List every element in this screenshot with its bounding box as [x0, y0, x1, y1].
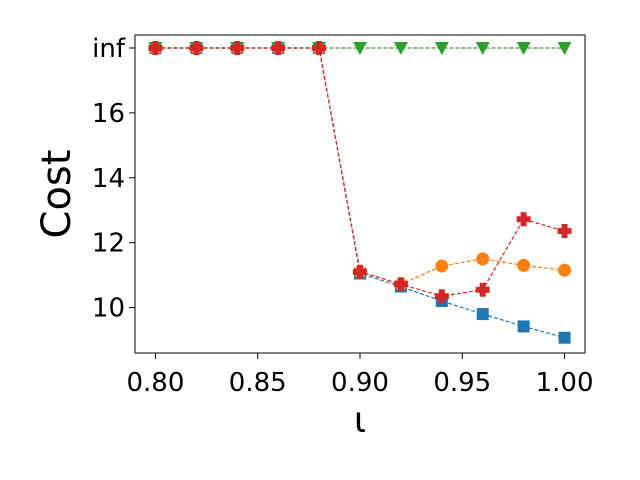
y-axis-title: Cost: [34, 150, 80, 239]
x-tick-label: 1.00: [536, 368, 594, 398]
series-line: [155, 47, 565, 297]
series-layer: [148, 40, 572, 344]
x-tick-label: 0.90: [331, 368, 389, 398]
series-plus: [148, 40, 572, 304]
series-square: [149, 41, 571, 344]
data-point-square: [476, 308, 489, 321]
series-circle: [148, 41, 572, 291]
plot-frame: [134, 34, 586, 354]
y-tick-label: 16: [92, 99, 125, 129]
data-point-plus: [516, 212, 531, 227]
data-point-plus: [189, 40, 204, 55]
data-point-triangle-down: [557, 41, 572, 55]
data-point-plus: [148, 40, 163, 55]
data-point-plus: [475, 282, 490, 297]
data-point-square: [517, 320, 530, 333]
y-tick-label: 12: [92, 229, 125, 259]
series-line: [155, 47, 565, 285]
data-point-circle: [517, 258, 531, 272]
y-tick-label: 10: [92, 294, 125, 324]
data-point-triangle-down: [516, 41, 531, 55]
x-tick-label: 0.80: [127, 368, 185, 398]
data-point-plus: [230, 40, 245, 55]
x-axis-title: ι: [354, 400, 366, 441]
data-point-plus: [393, 277, 408, 292]
data-point-triangle-down: [393, 41, 408, 55]
x-tick-label: 0.95: [433, 368, 491, 398]
data-point-circle: [476, 252, 490, 266]
data-point-plus: [557, 223, 572, 238]
y-tick-label: 14: [92, 164, 125, 194]
series-line: [155, 47, 565, 339]
data-point-triangle-down: [353, 41, 367, 55]
data-point-triangle-down: [475, 41, 490, 55]
data-point-plus: [271, 40, 286, 55]
data-point-triangle-down: [434, 41, 449, 55]
data-point-square: [558, 331, 571, 344]
y-tick-label: inf: [92, 34, 126, 64]
x-tick-label: 0.85: [229, 368, 287, 398]
data-point-circle: [558, 263, 572, 277]
data-point-plus: [353, 264, 367, 279]
data-point-plus: [434, 289, 449, 304]
data-point-plus: [312, 40, 327, 55]
ticks-layer: 0.80 0.85 0.90 0.95 1.00 10 12 14 16 inf: [92, 34, 594, 398]
data-point-circle: [435, 259, 449, 273]
